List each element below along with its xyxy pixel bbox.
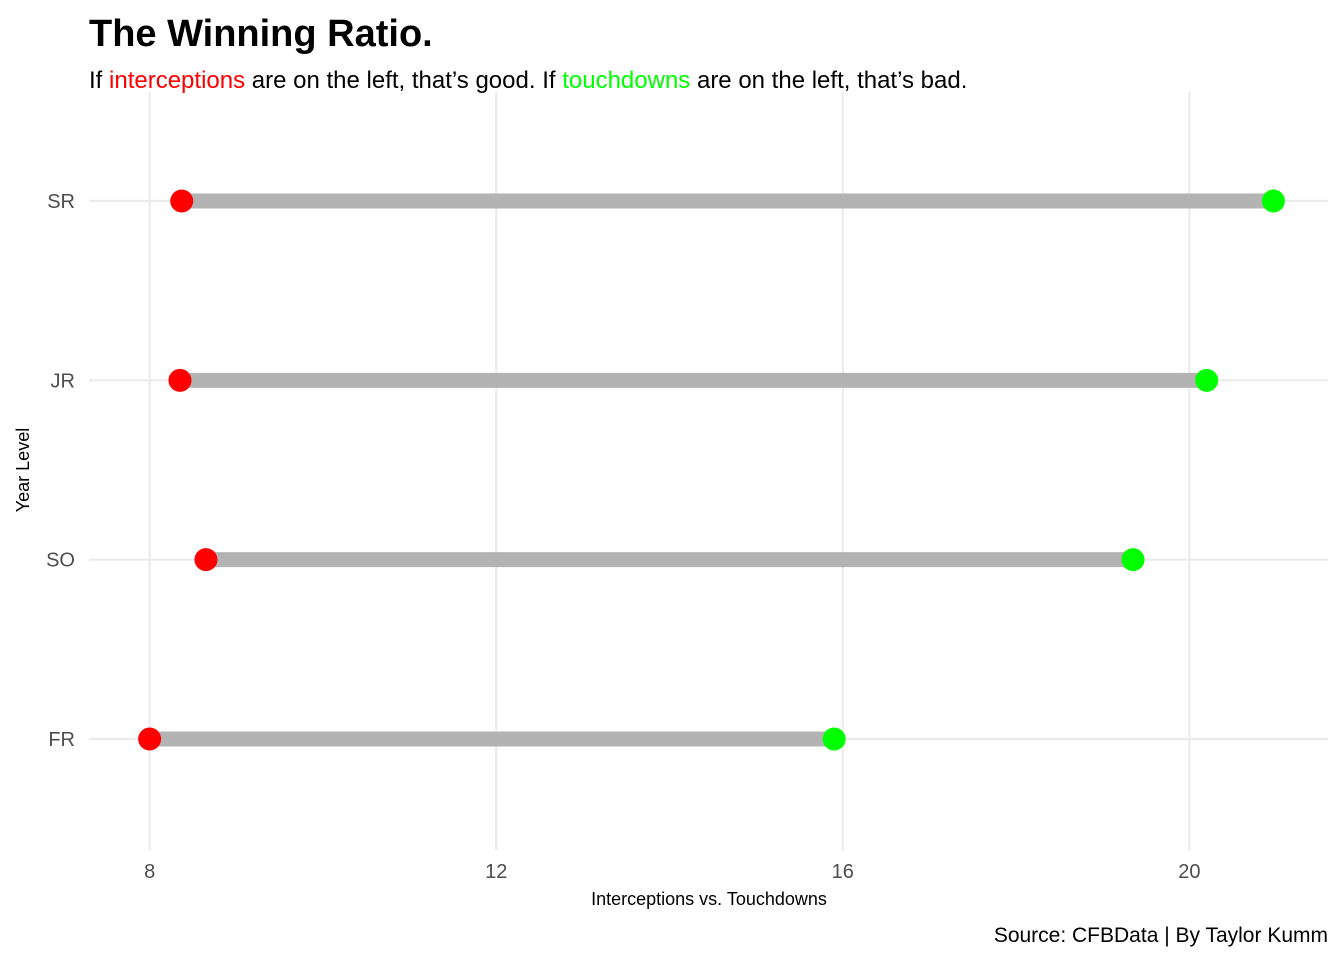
touchdowns-point-fr bbox=[822, 727, 846, 751]
dumbbell-segments bbox=[149, 193, 1274, 747]
subtitle-part-1: If bbox=[89, 67, 109, 94]
touchdowns-point-jr bbox=[1195, 368, 1219, 392]
chart-subtitle: If interceptions are on the left, that’s… bbox=[89, 67, 967, 94]
x-tick-label-16: 16 bbox=[832, 861, 854, 883]
interceptions-point-jr bbox=[168, 368, 192, 392]
touchdowns-point-sr bbox=[1261, 189, 1285, 213]
interceptions-point-sr bbox=[170, 189, 194, 213]
x-axis-ticks: 8 12 16 20 bbox=[144, 861, 1200, 883]
x-tick-label-12: 12 bbox=[485, 861, 507, 883]
x-tick-label-20: 20 bbox=[1178, 861, 1200, 883]
touchdowns-point-so bbox=[1121, 548, 1145, 572]
y-tick-label-sr: SR bbox=[47, 191, 75, 213]
x-tick-label-8: 8 bbox=[144, 861, 155, 883]
subtitle-interceptions: interceptions bbox=[109, 67, 245, 94]
y-axis-title: Year Level bbox=[13, 428, 33, 512]
subtitle-touchdowns: touchdowns bbox=[562, 67, 690, 94]
dumbbell-points bbox=[138, 189, 1285, 751]
y-axis-ticks: FR SO JR SR bbox=[46, 191, 75, 751]
interceptions-point-so bbox=[194, 548, 218, 572]
subtitle-part-5: are on the left, that’s bad. bbox=[690, 67, 967, 94]
chart-title: The Winning Ratio. bbox=[89, 13, 433, 55]
y-tick-label-jr: JR bbox=[51, 370, 75, 392]
chart-caption: Source: CFBData | By Taylor Kumm bbox=[994, 924, 1328, 947]
y-tick-label-fr: FR bbox=[48, 729, 75, 751]
subtitle-part-3: are on the left, that’s good. If bbox=[245, 67, 562, 94]
interceptions-point-fr bbox=[138, 727, 162, 751]
y-tick-label-so: SO bbox=[46, 550, 75, 572]
x-axis-title: Interceptions vs. Touchdowns bbox=[591, 889, 827, 909]
